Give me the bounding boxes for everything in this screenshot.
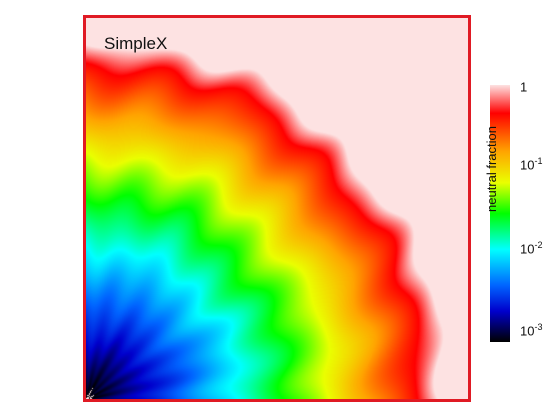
- colorbar-label: neutral fraction: [484, 126, 499, 212]
- colorbar-tick-1e-3: 10-3: [520, 322, 543, 339]
- chart-title: SimpleX: [104, 34, 168, 53]
- colorbar-tick-1: 1: [520, 79, 528, 95]
- heatmap-frame: SimpleX: [83, 15, 471, 402]
- colorbar: [490, 85, 510, 342]
- colorbar-tick-1e-2: 10-2: [520, 240, 543, 257]
- colorbar-tick-1e-1: 10-1: [520, 156, 543, 173]
- neutral-fraction-heatmap: [86, 18, 468, 399]
